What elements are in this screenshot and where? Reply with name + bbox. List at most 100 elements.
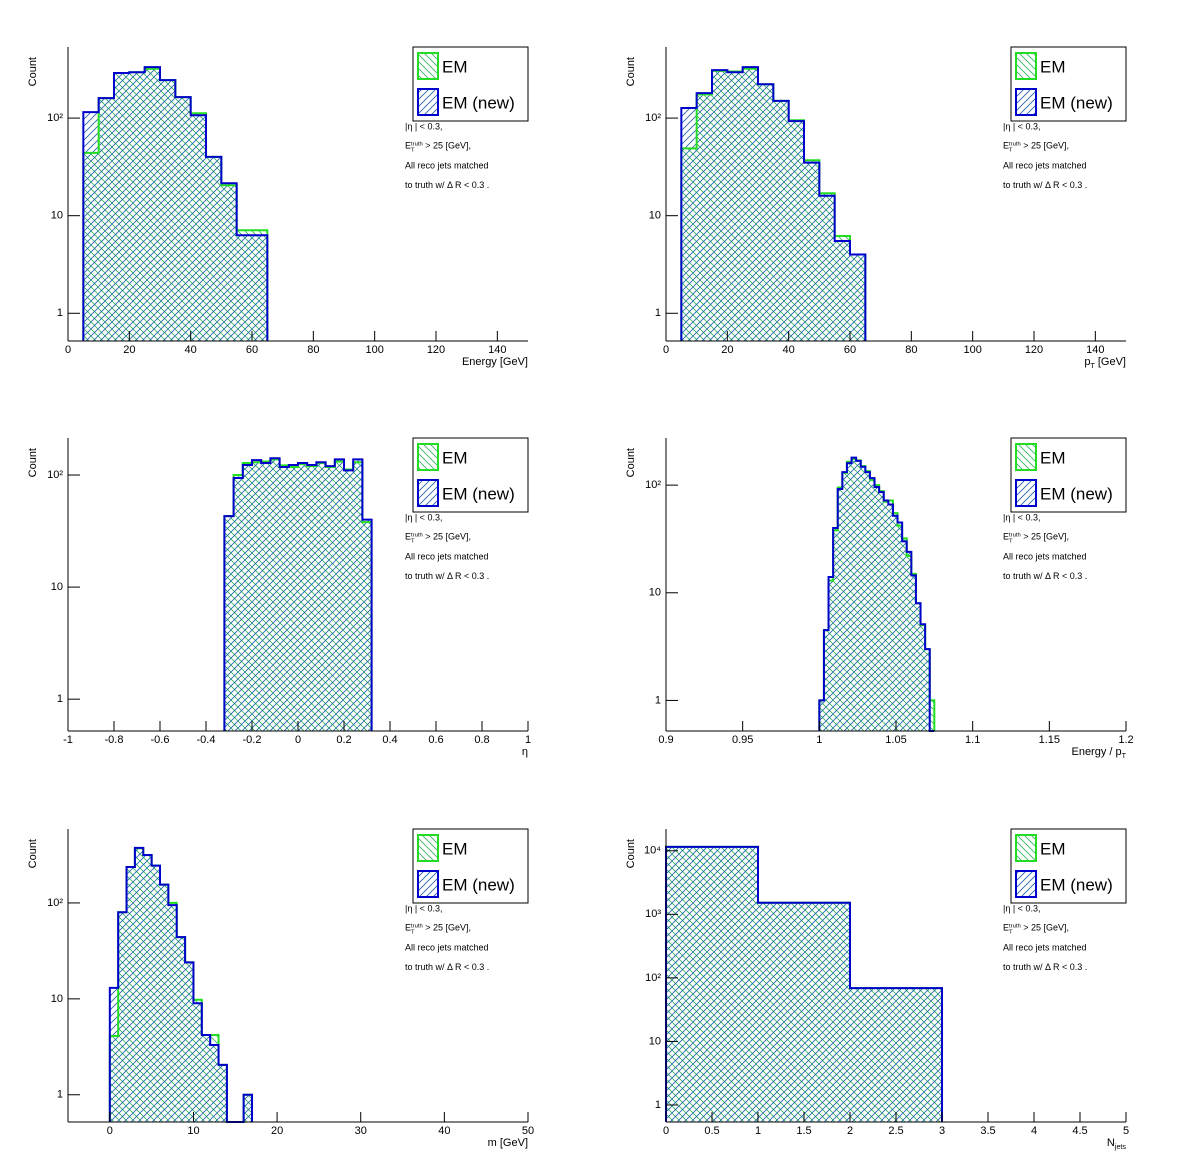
bar — [288, 464, 298, 731]
y-tick-label: 10² — [645, 479, 661, 491]
x-axis-label-sub: jets — [1114, 1143, 1127, 1151]
x-tick-label: 100 — [365, 344, 383, 356]
x-tick-label: 4.5 — [1072, 1125, 1087, 1137]
bar — [298, 463, 308, 731]
bar — [883, 500, 889, 731]
bar — [902, 541, 907, 731]
x-axis-label: η — [522, 746, 528, 758]
bar — [850, 254, 866, 341]
bar — [906, 551, 912, 731]
bar — [712, 70, 728, 341]
y-tick-label: 1 — [655, 1099, 661, 1111]
bar — [144, 67, 160, 341]
bar — [118, 912, 127, 1122]
histogram-outline — [818, 456, 935, 732]
legend-label: EM — [442, 839, 468, 858]
bar — [846, 463, 852, 731]
x-tick-label: 80 — [905, 344, 917, 356]
bar — [236, 235, 252, 341]
annotation: Etruth T > 25 [GeV], — [405, 923, 471, 935]
annotation: All reco jets matched — [1003, 551, 1087, 561]
bar — [879, 492, 884, 731]
bar — [83, 112, 99, 342]
bar — [856, 460, 861, 731]
annotation: Etruth T > 25 [GeV], — [405, 532, 471, 544]
bar — [242, 464, 252, 731]
x-axis-label: Energy [GeV] — [462, 356, 528, 368]
bar — [911, 575, 916, 731]
y-axis-label: Count — [625, 448, 637, 477]
histogram-outline — [108, 846, 253, 1123]
bar — [134, 847, 144, 1122]
bar — [325, 466, 335, 731]
legend-label: EM (new) — [1040, 875, 1113, 894]
bar — [307, 464, 317, 731]
bar — [129, 72, 145, 341]
y-tick-label: 10 — [51, 993, 63, 1005]
x-tick-label: 140 — [488, 344, 506, 356]
annotation: |η | < 0.3, — [1003, 121, 1040, 131]
annotation: All reco jets matched — [405, 942, 489, 952]
x-tick-label: -0.6 — [151, 734, 170, 746]
annotation-suffix: > 25 [GeV], — [1021, 923, 1069, 933]
annotation-sup: truth — [1009, 141, 1021, 147]
bar — [316, 462, 326, 731]
legend-swatch-fill — [417, 479, 439, 507]
x-tick-label: -0.8 — [105, 734, 124, 746]
histogram-outline — [82, 66, 269, 341]
x-tick-label: 2.5 — [888, 1125, 903, 1137]
legend-swatch-fill — [1015, 870, 1037, 898]
bar — [362, 519, 372, 731]
x-tick-label: 80 — [307, 344, 319, 356]
histogram-outline — [223, 457, 373, 731]
x-tick-label: 1.5 — [796, 1125, 811, 1137]
annotation-suffix: > 25 [GeV], — [423, 923, 471, 933]
y-tick-label: 1 — [655, 307, 661, 319]
bar — [727, 72, 743, 341]
x-tick-label: 1 — [816, 734, 822, 746]
x-axis-label-sub: T — [1122, 752, 1127, 760]
x-tick-label: 60 — [844, 344, 856, 356]
bar — [190, 115, 206, 341]
x-tick-label: 40 — [438, 1125, 450, 1137]
x-tick-label: 0 — [65, 344, 71, 356]
y-tick-label: 10 — [51, 210, 63, 222]
annotation: All reco jets matched — [1003, 942, 1087, 952]
annotation: Etruth T > 25 [GeV], — [1003, 532, 1069, 544]
x-tick-label: 0.8 — [474, 734, 489, 746]
x-tick-label: 100 — [963, 344, 981, 356]
annotation: All reco jets matched — [405, 551, 489, 561]
bar — [233, 478, 243, 731]
annotation-sup: truth — [411, 141, 423, 147]
bar — [865, 472, 870, 731]
bar — [344, 470, 354, 731]
bar — [185, 962, 194, 1122]
bar — [252, 235, 268, 341]
legend-label: EM — [1040, 839, 1066, 858]
bar — [851, 457, 857, 731]
annotation: |η | < 0.3, — [1003, 512, 1040, 522]
legend-label: EM (new) — [442, 93, 515, 112]
annotation-text: E — [1003, 141, 1009, 151]
annotation-text: E — [1003, 532, 1009, 542]
legend-swatch-fill — [1015, 88, 1037, 116]
bar — [920, 624, 926, 731]
annotation-sup: truth — [1009, 923, 1021, 929]
x-tick-label: 120 — [1025, 344, 1043, 356]
x-tick-label: 0.9 — [658, 734, 673, 746]
bar — [773, 100, 789, 341]
y-tick-label: 10 — [649, 1035, 661, 1047]
legend-swatch-fill — [417, 52, 439, 80]
bar — [218, 1064, 227, 1122]
bar — [201, 1034, 211, 1122]
x-axis-label: m [GeV] — [488, 1137, 528, 1149]
legend-swatch-fill — [417, 834, 439, 862]
bar — [837, 489, 843, 731]
bar — [126, 866, 135, 1122]
legend-label: EM (new) — [1040, 93, 1113, 112]
annotation-suffix: > 25 [GeV], — [423, 141, 471, 151]
x-tick-label: -0.4 — [197, 734, 216, 746]
bar — [175, 97, 191, 341]
